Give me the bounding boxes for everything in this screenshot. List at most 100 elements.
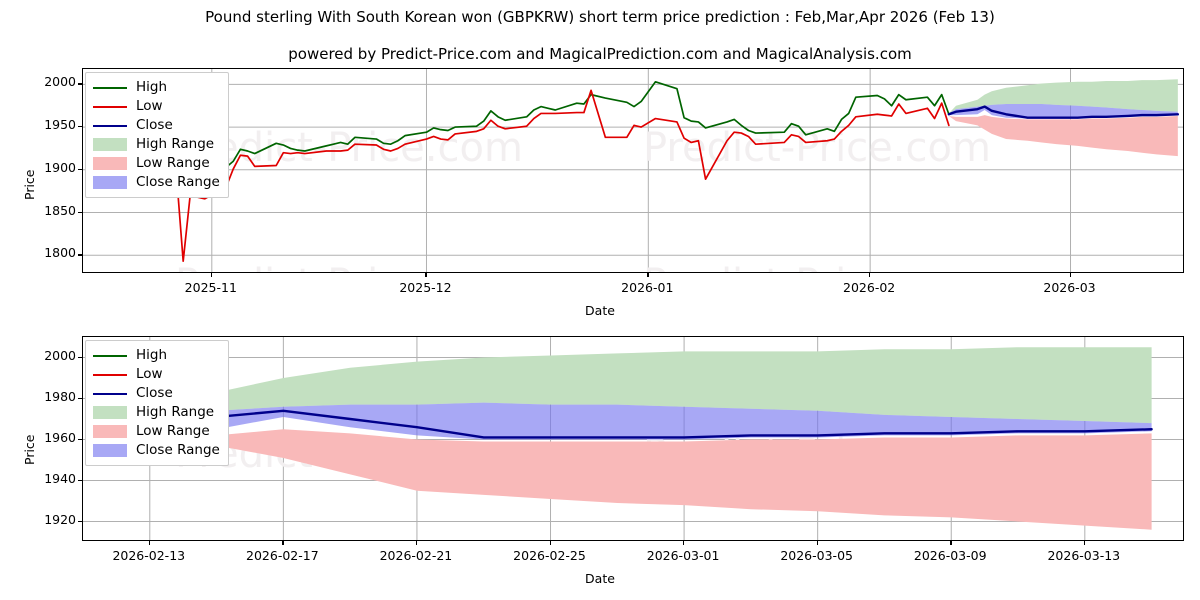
top-chart-legend-item: Low: [93, 97, 220, 116]
legend-line-swatch-icon: [93, 392, 127, 395]
y-axis-tick-mark: [78, 168, 82, 171]
y-axis-tick-label: 1850: [44, 202, 76, 218]
legend-patch-swatch-icon: [93, 176, 127, 189]
x-axis-tick-label: 2026-02: [843, 280, 896, 295]
x-axis-tick-mark: [148, 541, 151, 545]
y-axis-tick-label: 1950: [44, 117, 76, 133]
x-axis-tick-label: 2026-02-21: [379, 548, 453, 563]
legend-label: Close Range: [136, 173, 220, 190]
legend-line-swatch-icon: [93, 105, 127, 108]
x-axis-tick-mark: [869, 273, 871, 277]
legend-label: High: [136, 346, 168, 363]
y-axis-tick-label: 2000: [44, 347, 76, 363]
legend-label: Low Range: [136, 422, 210, 439]
legend-line-swatch-icon: [93, 373, 127, 376]
x-axis-tick-label: 2026-02-13: [112, 548, 186, 563]
high-range-band: [948, 79, 1178, 114]
x-axis-tick-label: 2026-03: [1043, 280, 1096, 295]
legend-label: Close: [136, 384, 173, 401]
y-axis-tick-mark: [78, 356, 82, 358]
x-axis-tick-mark: [425, 273, 427, 277]
bottom-chart-legend-item: Close: [93, 384, 220, 403]
y-axis-tick-mark: [78, 438, 82, 440]
y-axis-tick-label: 1960: [44, 429, 76, 445]
legend-label: Low Range: [136, 154, 210, 171]
close-range-band: [149, 402, 1152, 440]
y-axis-tick-mark: [78, 83, 82, 85]
y-axis-tick-mark: [78, 397, 82, 399]
low-range-band: [948, 115, 1178, 157]
legend-label: Close Range: [136, 441, 220, 458]
top-chart-plot-area: Predict-Price.com Predict-Price.com Predic…: [82, 68, 1184, 273]
high-line: [96, 80, 950, 181]
legend-patch-swatch-icon: [93, 425, 127, 438]
y-axis-tick-label: 2000: [44, 74, 76, 90]
legend-line-swatch-icon: [93, 354, 127, 357]
y-axis-tick-label: 1980: [44, 388, 76, 404]
top-chart-xlabel: Date: [585, 303, 615, 318]
legend-patch-swatch-icon: [93, 406, 127, 419]
bottom-chart-xlabel: Date: [585, 571, 615, 586]
bottom-chart-legend-item: Low: [93, 365, 220, 384]
top-chart-legend-item: High Range: [93, 135, 220, 154]
bottom-chart-legend-item: Low Range: [93, 422, 220, 441]
legend-line-swatch-icon: [93, 86, 127, 89]
close-line: [947, 105, 1180, 119]
x-axis-tick-mark: [816, 541, 818, 545]
legend-patch-swatch-icon: [93, 157, 127, 170]
y-axis-tick-mark: [78, 520, 82, 522]
x-axis-tick-label: 2026-03-13: [1047, 548, 1121, 563]
x-axis-tick-mark: [950, 541, 952, 545]
x-axis-tick-mark: [549, 541, 551, 545]
legend-label: Low: [136, 97, 163, 114]
top-chart-legend: High Low Close High Range Low Range Close Ran…: [85, 72, 229, 198]
x-axis-tick-label: 2026-03-01: [646, 548, 720, 563]
y-axis-tick-label: 1800: [44, 245, 76, 261]
bottom-chart-legend: High Low Close High Range Low Range Close Ran…: [85, 340, 229, 466]
bottom-chart-legend-item: High Range: [93, 403, 220, 422]
high-range-band: [149, 347, 1152, 424]
y-axis-tick-mark: [78, 254, 82, 256]
y-axis-tick-mark: [78, 479, 82, 481]
x-axis-tick-mark: [1069, 273, 1071, 277]
legend-label: High Range: [136, 403, 215, 420]
watermark-text: Predict-Price.com: [643, 261, 991, 273]
x-axis-tick-mark: [210, 273, 213, 277]
top-chart-legend-item: High: [93, 78, 220, 97]
low-range-band: [149, 429, 1152, 530]
x-axis-tick-mark: [415, 541, 418, 545]
x-axis-tick-mark: [1083, 541, 1086, 545]
y-axis-tick-label: 1900: [44, 159, 76, 175]
legend-patch-swatch-icon: [93, 138, 127, 151]
close-line: [148, 409, 1153, 439]
y-axis-tick-mark: [78, 126, 82, 128]
legend-label: Close: [136, 116, 173, 133]
top-chart-canvas: Predict-Price.com Predict-Price.com Predic…: [83, 69, 1183, 273]
legend-line-swatch-icon: [93, 124, 127, 127]
low-line: [96, 89, 950, 263]
x-axis-tick-mark: [282, 541, 284, 545]
x-axis-tick-mark: [683, 541, 685, 545]
top-chart-legend-item: Close: [93, 116, 220, 135]
x-axis-tick-label: 2026-01: [621, 280, 674, 295]
top-chart-legend-item: Close Range: [93, 173, 220, 192]
watermark-text: Predict-Price.com: [643, 125, 991, 171]
y-axis-tick-mark: [78, 211, 82, 213]
legend-label: High: [136, 78, 168, 95]
figure-subtitle: powered by Predict-Price.com and Magical…: [288, 45, 912, 63]
x-axis-tick-label: 2025-11: [184, 280, 237, 295]
legend-label: Low: [136, 365, 163, 382]
watermark-text: Predict-Price.com: [175, 261, 523, 273]
figure-title: Pound sterling With South Korean won (GB…: [205, 8, 995, 26]
top-chart-legend-item: Low Range: [93, 154, 220, 173]
bottom-chart-legend-item: Close Range: [93, 441, 220, 460]
bottom-chart-legend-item: High: [93, 346, 220, 365]
y-axis-tick-label: 1920: [44, 511, 76, 527]
y-axis-tick-label: 1940: [44, 470, 76, 486]
x-axis-tick-label: 2026-03-09: [913, 548, 987, 563]
x-axis-tick-label: 2026-03-05: [780, 548, 853, 563]
x-axis-tick-label: 2026-02-17: [246, 548, 319, 563]
